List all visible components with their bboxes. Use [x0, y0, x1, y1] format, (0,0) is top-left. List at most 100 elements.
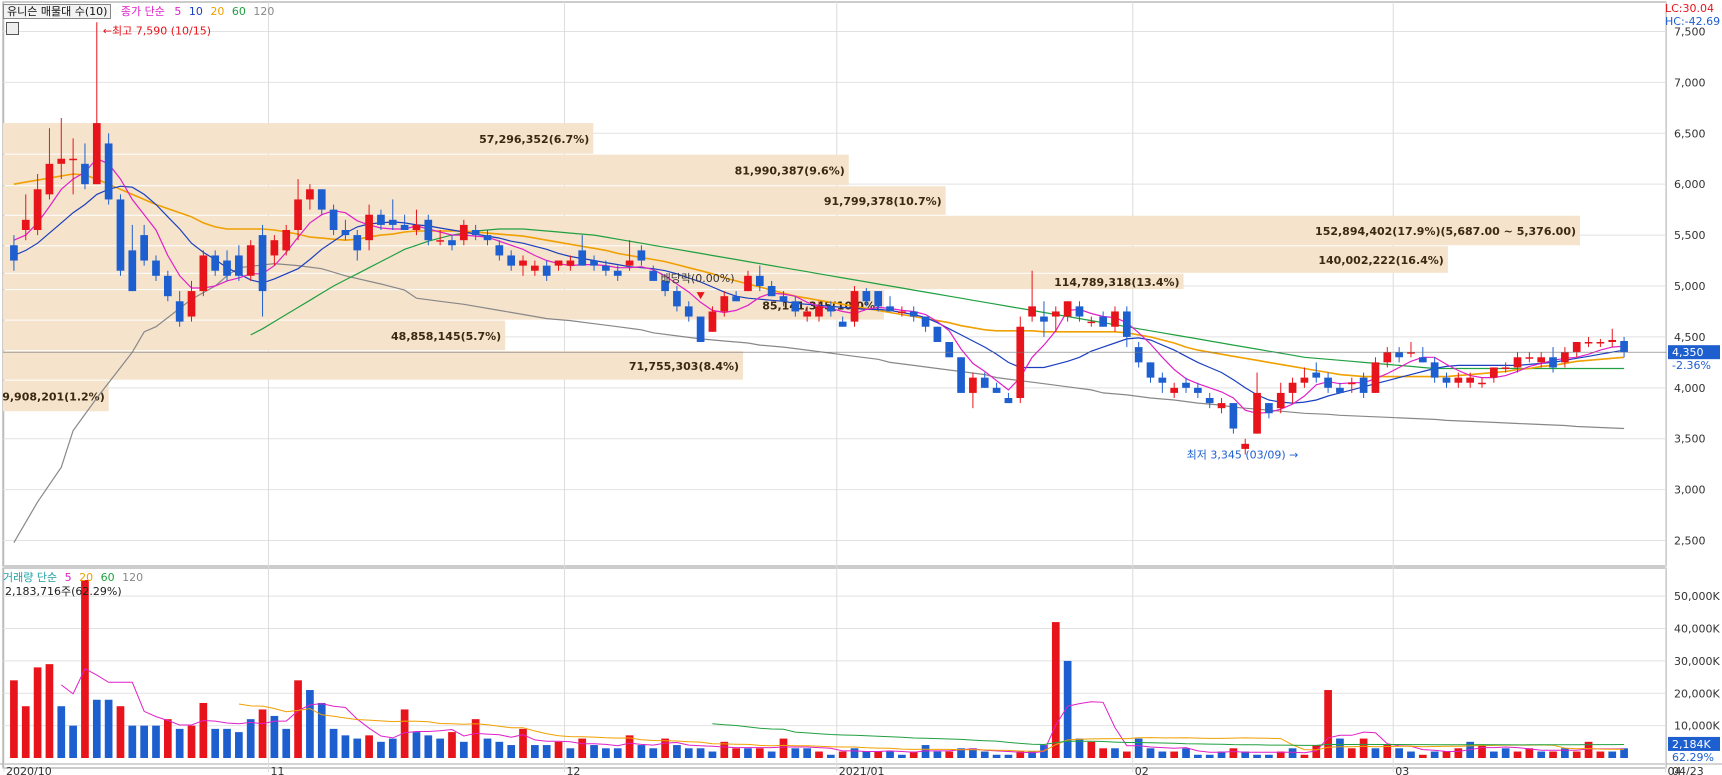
ma5-legend: 5: [174, 5, 182, 18]
candle-body: [732, 296, 740, 302]
grid-icon[interactable]: [6, 22, 19, 35]
volume-bar: [1182, 748, 1190, 758]
candle-body: [69, 158, 77, 161]
volume-bar: [755, 748, 764, 758]
candle-body: [850, 291, 859, 322]
volume-bar: [590, 745, 598, 758]
candle-body: [803, 311, 812, 317]
volume-bar: [862, 751, 871, 758]
ma-legend-label: 종가 단순: [120, 5, 165, 18]
volume-bar: [495, 741, 504, 758]
candle-body: [1063, 301, 1072, 317]
price-tick-label: 7,000: [1674, 76, 1706, 89]
volume-bar: [353, 738, 362, 758]
volume-bar: [791, 748, 800, 758]
volume-bar: [128, 725, 137, 758]
volume-bar: [377, 741, 385, 758]
candle-body: [898, 311, 906, 313]
volume-bar: [874, 751, 883, 758]
candle-body: [1608, 339, 1617, 342]
volume-bar: [45, 664, 54, 758]
volume-bar: [578, 738, 587, 758]
candle-body: [1087, 321, 1096, 324]
candle-body: [720, 296, 729, 312]
candle-body: [874, 291, 883, 307]
candle-body: [1170, 387, 1179, 393]
volume-bar: [1561, 748, 1569, 758]
volume-bar: [246, 719, 255, 758]
volume-bar: [684, 748, 693, 758]
volume-bar: [1194, 754, 1202, 758]
candle-body: [306, 189, 314, 200]
candle-body: [104, 143, 113, 200]
volume-profile-label: 140,002,222(16.4%): [1318, 254, 1443, 267]
candle-body: [815, 306, 823, 317]
price-tick-label: 6,500: [1674, 127, 1706, 140]
volume-bar: [850, 748, 859, 758]
candle-body: [1111, 311, 1119, 327]
candle-body: [1276, 392, 1285, 409]
volume-bar: [1407, 751, 1415, 758]
candle-body: [684, 306, 693, 317]
candle-body: [1300, 377, 1309, 383]
candle-body: [1229, 403, 1238, 429]
candle-body: [886, 306, 894, 312]
candle-body: [258, 235, 267, 292]
price-tick-label: 4,000: [1674, 382, 1706, 395]
volume-bar: [175, 728, 184, 758]
volume-bar: [1336, 738, 1344, 758]
candle-body: [223, 260, 231, 276]
candle-body: [945, 342, 954, 358]
volume-bar: [992, 754, 1001, 758]
ma120-line: [13, 262, 1625, 543]
volume-profile-bar: [3, 154, 849, 186]
volume-bar: [921, 745, 930, 758]
candle-body: [1395, 352, 1403, 358]
volume-bar: [1087, 741, 1096, 758]
lc-readout: LC:30.04: [1665, 2, 1715, 15]
volume-bar: [329, 728, 338, 758]
volume-bar: [1513, 751, 1522, 758]
volume-bar: [649, 748, 658, 758]
candle-body: [1241, 443, 1250, 449]
candle-body: [625, 260, 634, 266]
volume-bar: [92, 699, 101, 758]
volume-bar: [1312, 745, 1321, 758]
volume-bar: [744, 748, 752, 758]
volume-bar: [282, 728, 291, 758]
candle-body: [862, 291, 871, 302]
volume-tick-label: 10,000K: [1674, 720, 1720, 733]
volume-bar: [519, 728, 527, 758]
candle-body: [199, 255, 208, 292]
candle-body: [270, 240, 279, 256]
candle-body: [92, 123, 101, 185]
volume-bar: [1004, 754, 1013, 758]
volume-profile-label: 114,789,318(13.4%): [1054, 276, 1179, 289]
volume-profile-bar: [3, 351, 744, 380]
volume-bars: [10, 580, 1628, 758]
volume-bar: [1099, 748, 1107, 758]
ma60-legend: 60: [231, 5, 246, 18]
candle-body: [1407, 352, 1415, 354]
volume-bar: [826, 754, 835, 758]
vol-ma60-legend: 60: [100, 571, 115, 584]
volume-bar: [673, 745, 681, 758]
candle-body: [602, 265, 610, 271]
volume-bar: [1253, 754, 1261, 758]
candle-body: [1028, 306, 1036, 317]
candle-body: [1466, 377, 1475, 383]
volume-bar: [199, 702, 208, 758]
candle-body: [957, 357, 965, 393]
candle-body: [1584, 342, 1593, 344]
volume-bar: [1442, 751, 1451, 758]
volume-bar: [886, 751, 894, 758]
candle-body: [1099, 316, 1107, 327]
x-tick-label: 11: [270, 765, 284, 775]
chart-title[interactable]: 유니슨 매물대 수(10): [3, 4, 112, 19]
candle-body: [1513, 357, 1522, 368]
candle-body: [483, 235, 492, 241]
candle-body: [531, 265, 539, 271]
volume-bar: [1620, 748, 1628, 758]
candle-body: [365, 214, 373, 241]
candle-body: [708, 311, 717, 332]
